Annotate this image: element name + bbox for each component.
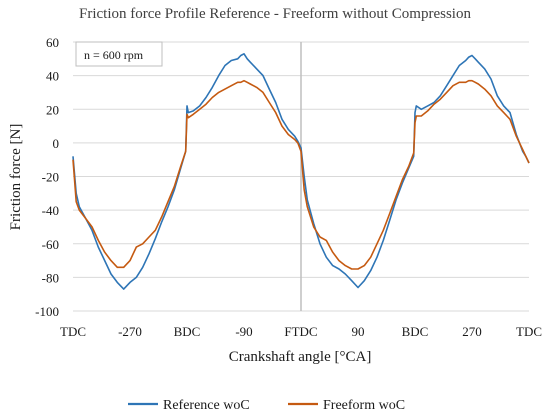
legend: Reference woC Freeform woC xyxy=(128,398,405,413)
x-tick-labels: TDC -270 BDC -90 FTDC 90 BDC 270 TDC xyxy=(60,324,542,339)
y-tick-label: 0 xyxy=(53,136,60,151)
x-tick-label: TDC xyxy=(60,324,86,339)
x-axis-title: Crankshaft angle [°CA] xyxy=(229,349,372,365)
x-tick-label: -270 xyxy=(118,324,142,339)
y-tick-label: -100 xyxy=(35,304,59,319)
x-tick-label: TDC xyxy=(516,324,542,339)
x-tick-label: FTDC xyxy=(284,324,317,339)
y-tick-label: 40 xyxy=(46,69,59,84)
x-tick-label: 270 xyxy=(462,324,482,339)
x-tick-label: -90 xyxy=(235,324,252,339)
x-tick-label: BDC xyxy=(402,324,429,339)
series-line-freeform-woc xyxy=(72,79,530,270)
y-tick-label: -60 xyxy=(42,237,59,252)
y-tick-label: -20 xyxy=(42,170,59,185)
y-tick-label: -40 xyxy=(42,203,59,218)
y-tick-label: 60 xyxy=(46,35,59,50)
y-tick-labels: 60 40 20 0 -20 -40 -60 -80 -100 xyxy=(35,35,59,319)
legend-item-reference: Reference woC xyxy=(128,398,250,413)
annotation-frame xyxy=(75,41,163,67)
series-layer xyxy=(72,52,530,290)
y-tick-label: -80 xyxy=(42,270,59,285)
legend-item-freeform: Freeform woC xyxy=(288,398,405,413)
y-axis-title: Friction force [N] xyxy=(8,124,24,231)
x-tick-label: BDC xyxy=(174,324,201,339)
speed-annotation: n = 600 rpm xyxy=(84,48,144,62)
annotation-box: n = 600 rpm xyxy=(75,41,163,67)
chart-title: Friction force Profile Reference - Freef… xyxy=(79,6,471,22)
x-tick-label: 90 xyxy=(352,324,365,339)
y-tick-label: 20 xyxy=(46,102,59,117)
legend-label-freeform: Freeform woC xyxy=(323,398,405,413)
legend-label-reference: Reference woC xyxy=(163,398,250,413)
series-line-reference-woc xyxy=(72,52,530,290)
